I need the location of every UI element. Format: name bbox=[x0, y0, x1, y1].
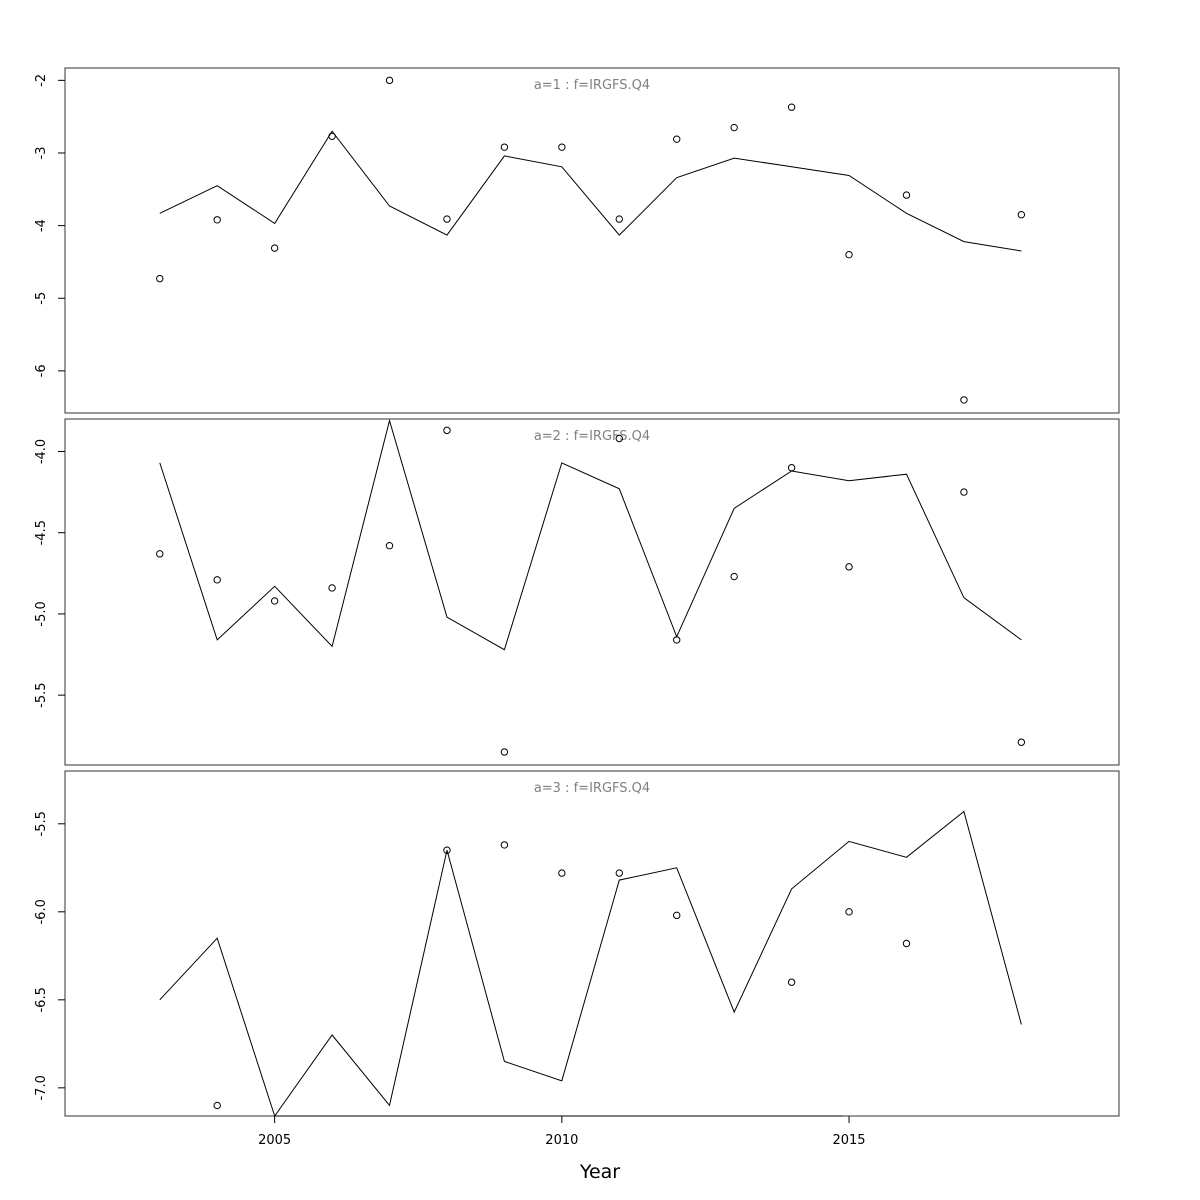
observation-point bbox=[960, 396, 968, 404]
y-tick-label: -4.0 bbox=[34, 439, 49, 464]
observation-point bbox=[558, 869, 566, 877]
observation-point bbox=[213, 576, 221, 584]
y-tick-label: -5.5 bbox=[34, 811, 49, 836]
y-tick-label: -3 bbox=[34, 146, 49, 159]
observation-point bbox=[902, 191, 911, 199]
panel-title: a=3 : f=IRGFS.Q4 bbox=[534, 781, 650, 796]
y-tick-label: -5.5 bbox=[34, 682, 49, 707]
x-tick-label: 2015 bbox=[832, 1133, 865, 1148]
observation-point bbox=[385, 76, 394, 85]
observation-point bbox=[156, 274, 164, 283]
panel-title: a=1 : f=IRGFS.Q4 bbox=[534, 78, 650, 93]
x-tick-label: 2005 bbox=[258, 1133, 291, 1148]
fitted-line bbox=[159, 130, 1022, 252]
y-tick-label: -2 bbox=[34, 74, 49, 87]
observation-point bbox=[385, 542, 394, 550]
observation-point bbox=[443, 846, 451, 854]
panel-title: a=2 : f=IRGFS.Q4 bbox=[534, 429, 650, 444]
observation-point bbox=[902, 939, 911, 948]
panel-frame bbox=[64, 67, 1120, 414]
observation-point bbox=[443, 215, 451, 223]
fitted-line bbox=[159, 810, 1022, 1116]
observation-point bbox=[156, 550, 164, 558]
observation-point bbox=[615, 869, 623, 877]
observation-point bbox=[845, 908, 853, 916]
x-axis-label: Year bbox=[579, 1161, 620, 1183]
observation-point bbox=[500, 748, 509, 756]
x-tick-label: 2010 bbox=[545, 1133, 578, 1148]
y-tick-label: -5.0 bbox=[34, 601, 49, 626]
y-tick-label: -6 bbox=[34, 364, 49, 377]
observation-point bbox=[787, 464, 796, 472]
observation-point bbox=[615, 215, 623, 223]
observation-point bbox=[673, 135, 681, 143]
y-tick-label: -4 bbox=[34, 219, 49, 232]
panel-3: a=3 : f=IRGFS.Q4 -5.5 -6.0 -6.5 -7.0 bbox=[34, 770, 1120, 1117]
observation-point bbox=[845, 250, 853, 259]
observation-point bbox=[845, 563, 853, 571]
observation-point bbox=[730, 123, 738, 132]
y-tick-label: -5 bbox=[34, 292, 49, 305]
panel-plot-area bbox=[156, 76, 1026, 404]
panel-2: a=2 : f=IRGFS.Q4 -4.0 -4.5 -5.0 -5.5 bbox=[34, 418, 1120, 766]
y-tick-label: -7.0 bbox=[34, 1075, 49, 1100]
observation-point bbox=[270, 597, 279, 605]
y-tick-label: -6.0 bbox=[34, 899, 49, 924]
observation-point bbox=[673, 636, 681, 644]
observation-point bbox=[213, 1101, 221, 1110]
observation-point bbox=[328, 584, 336, 592]
panel-1: a=1 : f=IRGFS.Q4 -2 -3 -4 -5 -6 bbox=[34, 67, 1120, 414]
observation-point bbox=[558, 143, 566, 151]
panel-plot-area bbox=[156, 419, 1026, 756]
observation-point bbox=[213, 216, 221, 224]
y-tick-label: -6.5 bbox=[34, 987, 49, 1012]
observation-point bbox=[443, 426, 451, 435]
x-axis: 2005 2010 2015 bbox=[258, 1115, 866, 1148]
observation-point bbox=[787, 978, 796, 986]
panel-plot-area bbox=[159, 810, 1022, 1116]
observation-point bbox=[500, 143, 509, 151]
fitted-line bbox=[159, 419, 1022, 651]
observation-point bbox=[1017, 211, 1026, 219]
observation-point bbox=[673, 911, 681, 920]
observation-point bbox=[500, 841, 509, 849]
observation-point bbox=[787, 103, 796, 111]
observation-point bbox=[615, 434, 623, 443]
observation-point bbox=[328, 132, 336, 140]
panel-frame bbox=[64, 418, 1120, 766]
observation-point bbox=[1017, 738, 1026, 746]
observation-point bbox=[270, 244, 279, 252]
observation-point bbox=[730, 572, 738, 581]
chart-panels: a=1 : f=IRGFS.Q4 -2 -3 -4 -5 -6 a=2 : f=IRGFS.… bbox=[34, 67, 1120, 1117]
y-tick-label: -4.5 bbox=[34, 520, 49, 545]
observation-point bbox=[960, 488, 968, 496]
